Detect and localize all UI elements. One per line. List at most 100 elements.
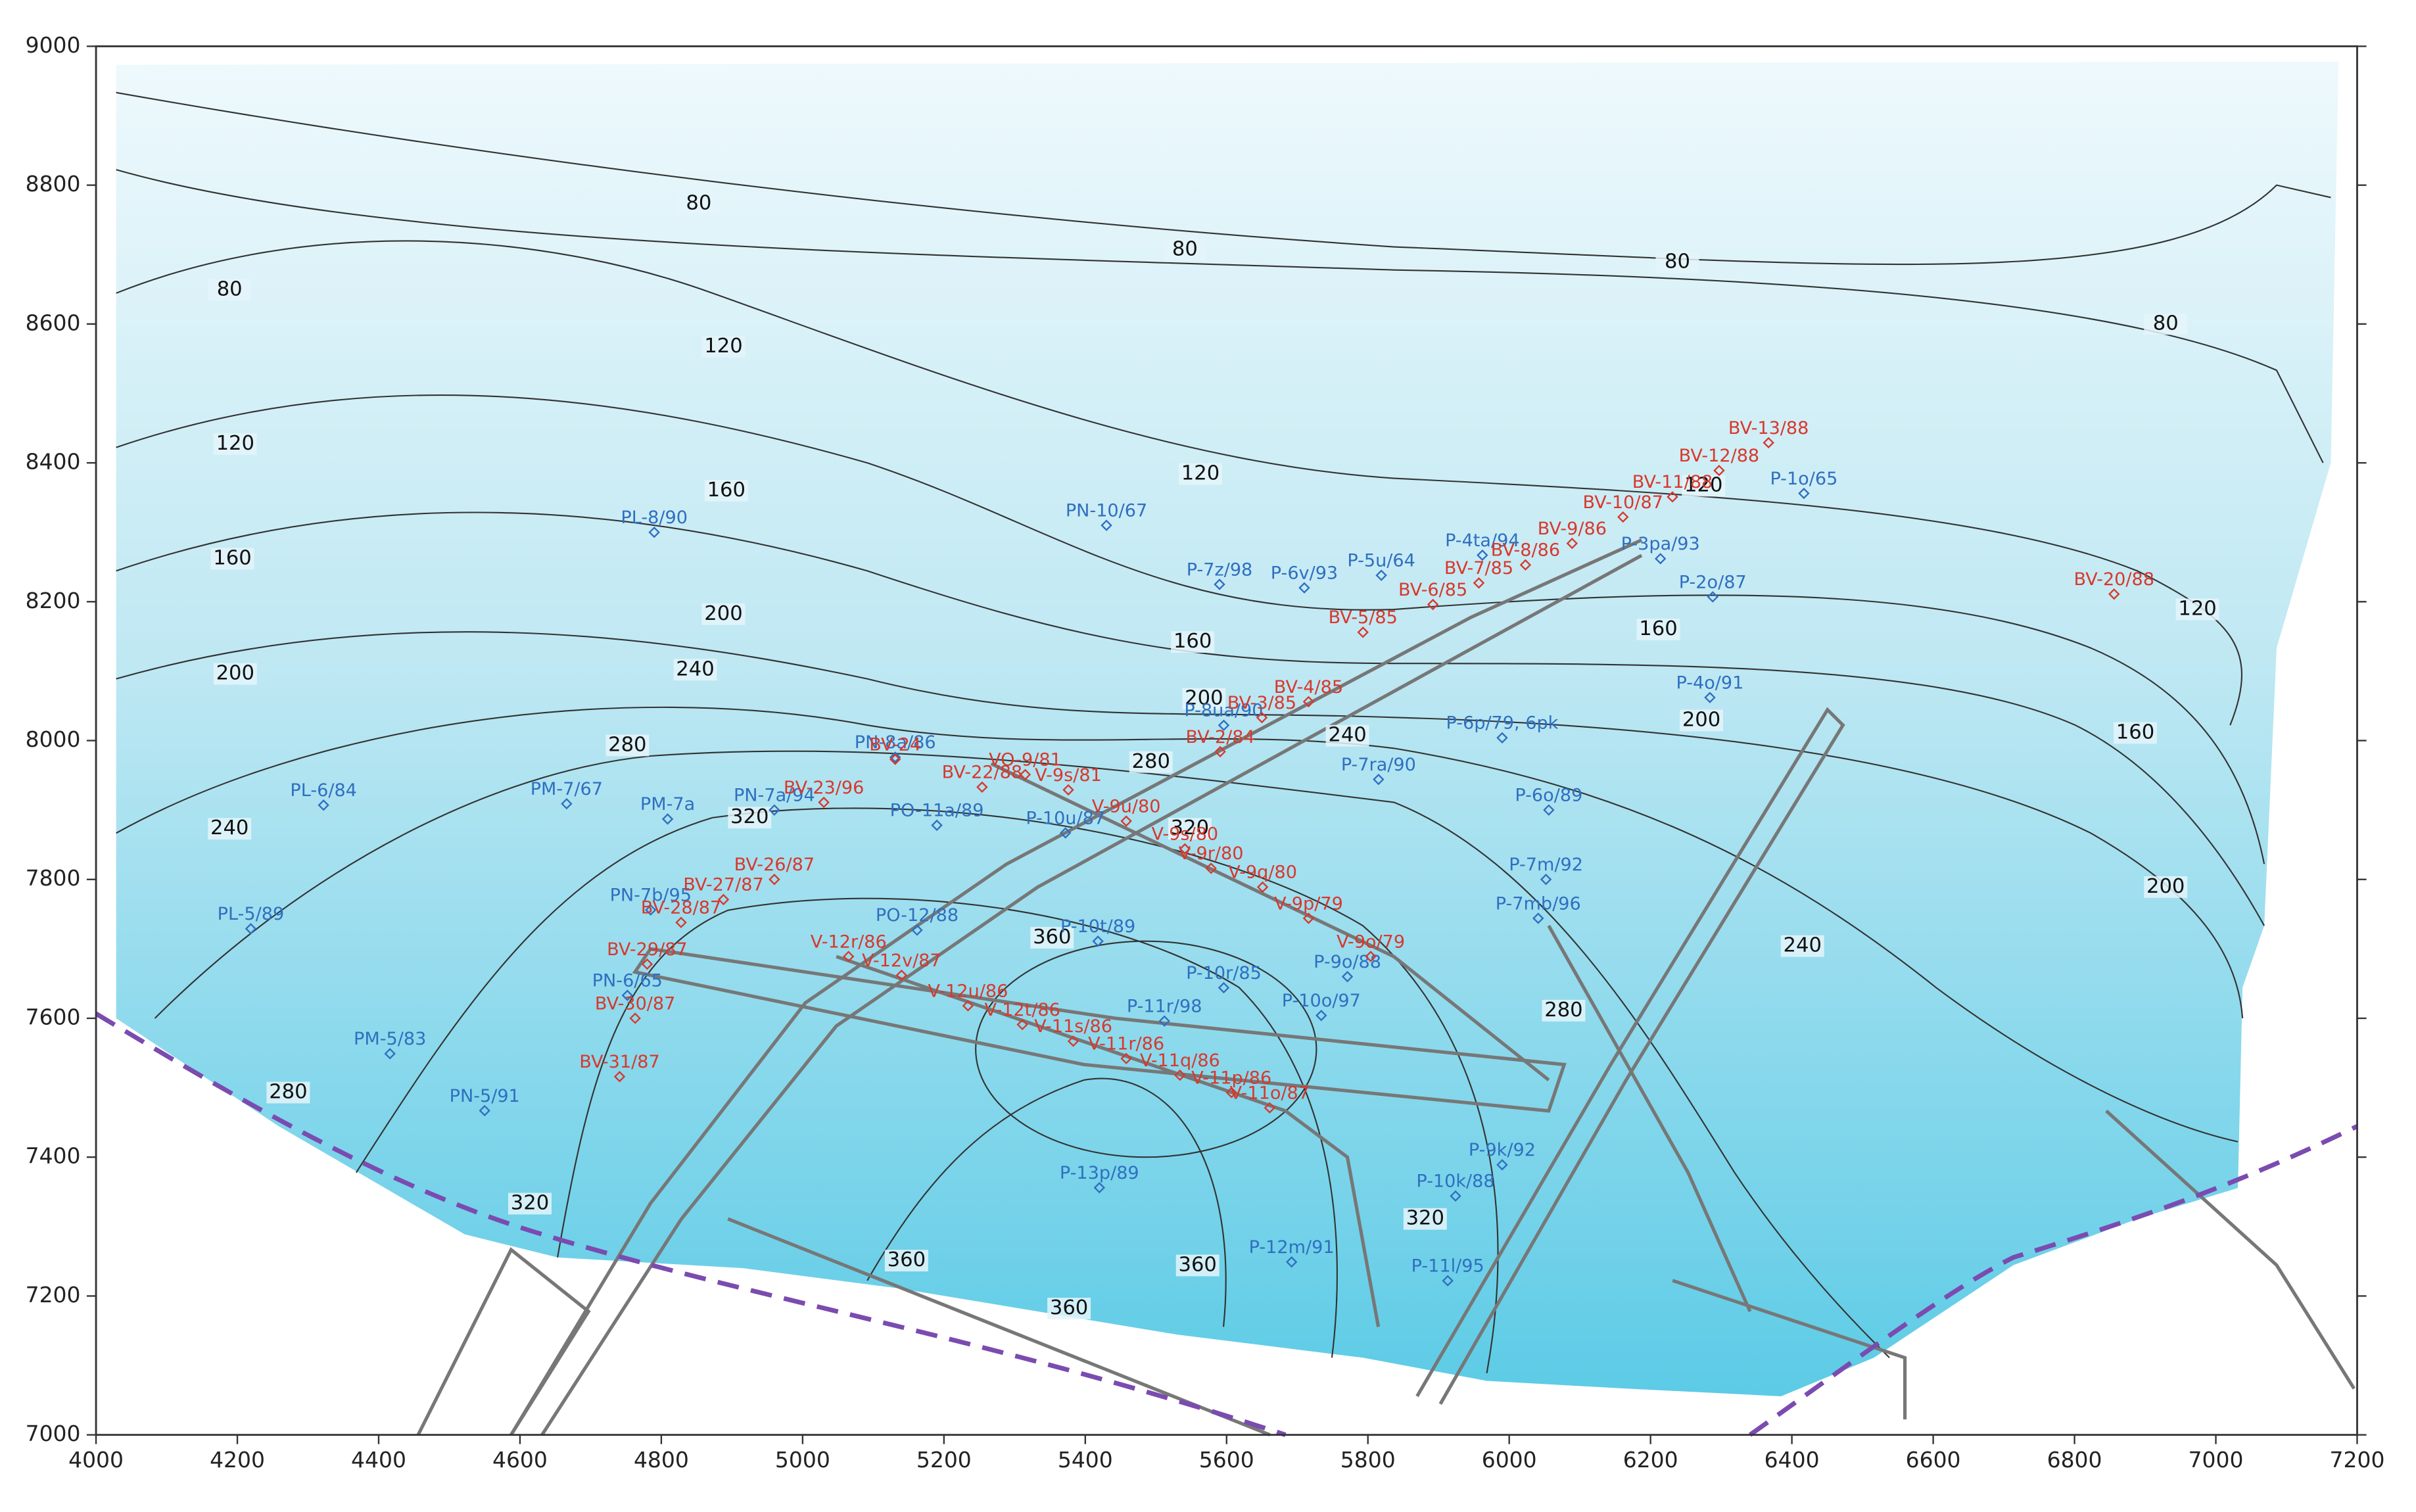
contour-label: 200 [704, 602, 742, 625]
x-tick-label: 6200 [1623, 1447, 1678, 1473]
well-marker [1093, 1181, 1106, 1194]
x-tick-label: 7000 [2189, 1447, 2244, 1473]
contour-line [866, 1077, 1227, 1327]
boundary-line [95, 1011, 1287, 1437]
contour-line [116, 394, 2265, 864]
contour-label-bg [1175, 1254, 1220, 1277]
well-label: P-9o/88 [1314, 952, 1381, 972]
well-label: V-9p/79 [1274, 893, 1343, 914]
well-label: PN-10/67 [1066, 501, 1147, 521]
well-label: PO-12/88 [876, 905, 959, 926]
contour-label-bg [1182, 688, 1226, 710]
contour-label: 80 [686, 192, 711, 215]
mine-working [540, 554, 1643, 1436]
mine-working [990, 762, 1550, 1081]
contour-line [116, 706, 2238, 1143]
contour-label-bg [605, 734, 650, 757]
contour-label: 360 [1178, 1253, 1216, 1276]
well-label: PM-7a [640, 794, 695, 815]
well-label: BV-29/87 [607, 939, 688, 960]
well-marker [889, 753, 901, 765]
well-marker [1205, 862, 1217, 874]
well-marker [1373, 773, 1385, 786]
well-label: V-11r/86 [1088, 1034, 1164, 1054]
well-label: P-10u/87 [1026, 808, 1105, 828]
well-label: BV-27/87 [683, 875, 764, 895]
contour-line [116, 169, 2324, 463]
well-label: BV-20/88 [2073, 569, 2154, 590]
y-tick-label: 7400 [26, 1143, 81, 1169]
well-marker [384, 1048, 396, 1060]
well-marker [1214, 745, 1226, 758]
mine-working [1547, 924, 1752, 1312]
contour-label: 200 [216, 662, 254, 685]
well-label: PN-7b/95 [610, 886, 692, 906]
well-marker [1302, 696, 1315, 708]
contour-label: 120 [704, 335, 742, 358]
contour-label-bg [1030, 927, 1074, 949]
well-marker [1532, 912, 1544, 924]
contour-label-bg [1047, 1298, 1091, 1319]
contour-label: 160 [2116, 721, 2154, 744]
contour-label: 80 [2153, 312, 2179, 335]
contour-line [116, 511, 2265, 926]
well-marker [1713, 464, 1725, 477]
contour-label: 280 [1544, 999, 1582, 1022]
well-label: BV-4/85 [1274, 677, 1343, 697]
contour-label: 120 [216, 432, 254, 455]
well-marker [1704, 692, 1716, 703]
x-tick-label: 4200 [210, 1447, 265, 1473]
well-label: V-9q/80 [1228, 862, 1297, 883]
well-marker [931, 819, 943, 832]
well-label: P-7ra/90 [1341, 755, 1416, 775]
contour-label: 160 [1639, 617, 1677, 640]
well-label: V-9r/80 [1179, 843, 1244, 864]
contour-label-bg [676, 193, 721, 215]
well-marker [1264, 1102, 1276, 1114]
well-marker [1225, 1087, 1238, 1099]
well-marker [1566, 537, 1578, 550]
contour-label: 160 [707, 479, 746, 502]
well-marker [2108, 588, 2120, 600]
well-marker [1667, 491, 1678, 503]
contour-label-bg [2175, 598, 2219, 621]
x-tick-label: 6600 [1906, 1447, 1961, 1473]
contour-label-bg [701, 336, 746, 358]
well-marker [1062, 784, 1074, 796]
well-marker [1540, 874, 1552, 886]
well-marker [1298, 582, 1310, 594]
boundary-line [1748, 1124, 2359, 1437]
well-label: V-11q/86 [1140, 1051, 1220, 1071]
well-label: P-4o/91 [1676, 673, 1743, 693]
contour-label: 280 [1132, 750, 1170, 773]
contour-label-bg [1655, 251, 1699, 273]
x-tick-label: 4400 [351, 1447, 406, 1473]
contour-label-bg [1179, 463, 1222, 485]
well-marker [1357, 626, 1369, 638]
x-tick-label: 6400 [1765, 1447, 1820, 1473]
contour-label-bg [208, 818, 252, 840]
well-label: P-6p/79, 6pk [1446, 713, 1559, 734]
well-label: P-10t/89 [1060, 916, 1135, 937]
contour-line [355, 807, 1499, 1373]
well-marker [318, 799, 329, 811]
well-marker [889, 751, 901, 763]
well-label: P-11l/95 [1411, 1256, 1484, 1277]
mine-working [416, 1247, 591, 1436]
mine-working [1415, 707, 1845, 1405]
well-marker [1101, 519, 1112, 531]
well-label: V-11o/87 [1230, 1083, 1310, 1104]
contour-label-bg [1542, 999, 1586, 1022]
well-label: P-9k/92 [1469, 1140, 1536, 1160]
well-marker [1256, 881, 1269, 893]
well-marker [675, 916, 687, 928]
contour-label-bg [1682, 475, 1726, 497]
mine-workings [416, 538, 2356, 1437]
well-label: P-10k/88 [1416, 1171, 1494, 1192]
well-label: BV-26/87 [734, 855, 815, 875]
mine-working [836, 955, 1381, 1327]
contour-label-bg [884, 1250, 928, 1271]
well-label: BV-7/85 [1444, 558, 1513, 579]
well-label: V-9s/81 [1035, 765, 1102, 786]
contour-label-bg [1325, 724, 1369, 747]
